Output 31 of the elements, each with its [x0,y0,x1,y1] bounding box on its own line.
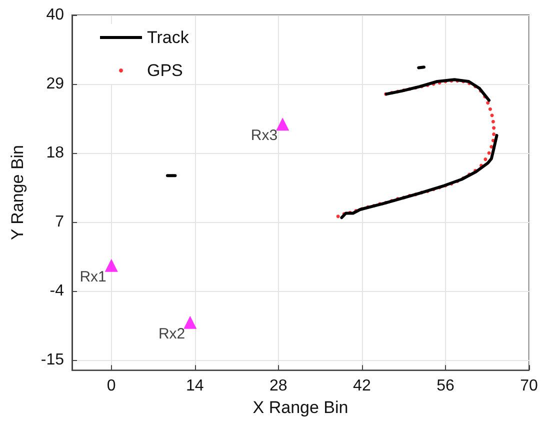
x-tick-label: 28 [270,378,288,395]
point [492,126,496,130]
point [276,118,290,131]
annotation: Rx2 [158,325,186,342]
y-tick-label: 7 [55,214,64,231]
point [492,132,496,136]
y-tick-label: -15 [40,352,64,369]
x-tick-label: 0 [106,378,116,395]
y-tick-label: 29 [46,76,64,93]
y-axis-title: Y Range Bin [8,144,27,240]
x-tick-label: 56 [436,378,454,395]
y-tick-label: 40 [46,6,64,24]
point [491,120,495,124]
x-tick-label: 42 [353,378,371,395]
point [484,158,488,162]
point [104,258,118,272]
point [336,214,340,218]
annotation: Rx3 [250,127,278,144]
point [184,316,197,329]
y-tick-label: 18 [46,144,64,162]
point [490,114,494,118]
point [490,145,494,148]
point [486,101,490,105]
legend-label: Track [147,28,190,47]
y-tick-label: -4 [50,282,64,300]
point [488,107,492,111]
x-axis-title: X Range Bin [252,398,348,417]
annotation: Rx1 [80,268,106,286]
x-tick-label: 70 [520,378,538,395]
legend-label: GPS [147,61,183,80]
x-tick-label: 14 [186,378,204,395]
